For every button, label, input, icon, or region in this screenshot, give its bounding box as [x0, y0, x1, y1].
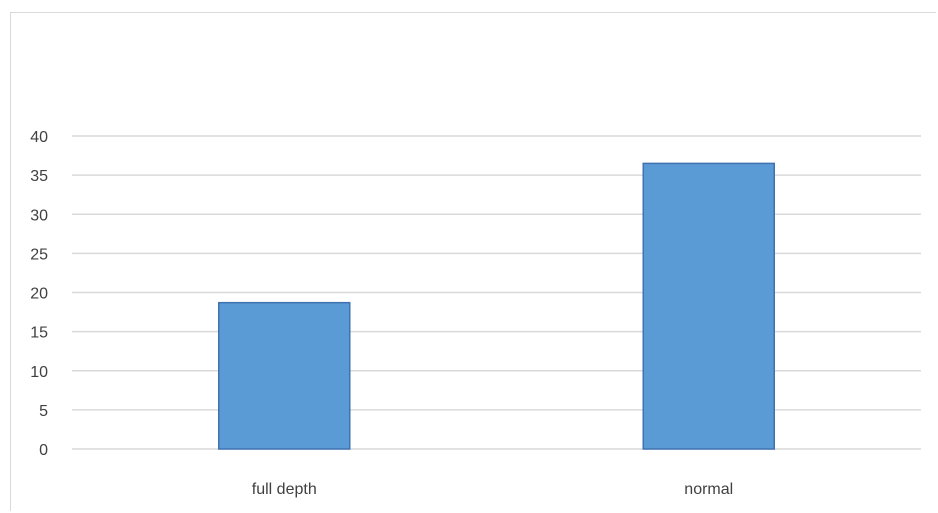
- y-tick-label: 30: [30, 207, 48, 224]
- y-tick-label: 35: [30, 168, 48, 185]
- x-category-label: full depth: [252, 481, 317, 498]
- y-tick-label: 10: [30, 364, 48, 381]
- y-tick-label: 0: [39, 442, 48, 459]
- chart-frame: [10, 12, 936, 511]
- bar-full-depth: [218, 301, 351, 450]
- y-tick-label: 5: [39, 403, 48, 420]
- y-tick-label: 20: [30, 286, 48, 303]
- x-category-label: normal: [684, 481, 733, 498]
- y-axis-ticks: 0 5 10 15 20 25 30 35 40: [30, 129, 48, 459]
- x-axis-labels: full depth normal: [252, 481, 733, 498]
- bars: [218, 162, 775, 450]
- y-tick-label: 15: [30, 325, 48, 342]
- y-tick-label: 40: [30, 129, 48, 146]
- gridlines: [72, 135, 921, 450]
- y-tick-label: 25: [30, 246, 48, 263]
- bar-normal: [642, 162, 775, 450]
